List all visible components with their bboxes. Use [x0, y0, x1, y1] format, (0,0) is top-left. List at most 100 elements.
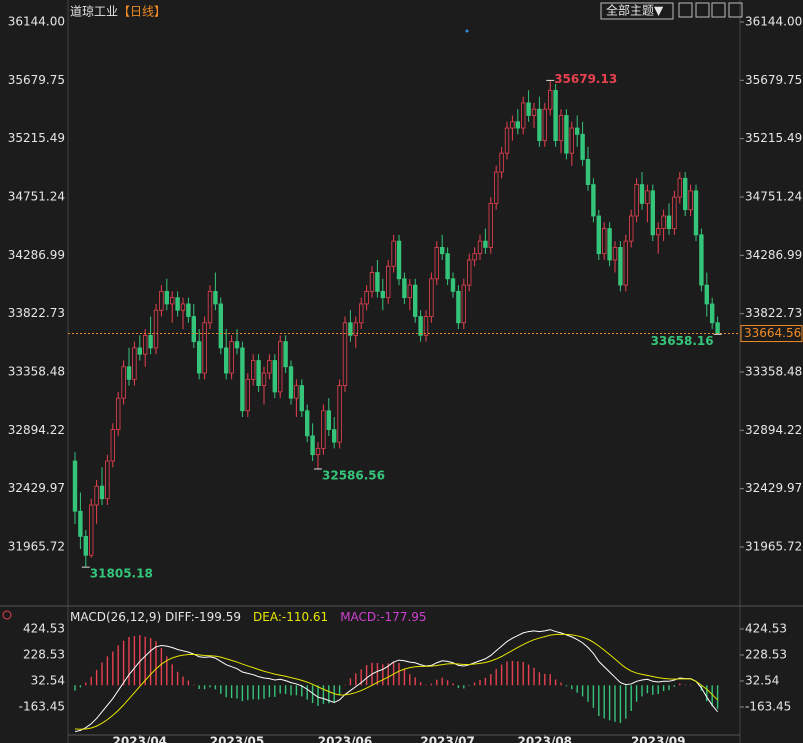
- candle: [710, 297, 715, 330]
- candle-body: [564, 115, 569, 154]
- y-tick-label-left: 424.53: [23, 621, 65, 635]
- candle: [483, 228, 488, 254]
- candle-body: [548, 89, 553, 110]
- y-tick-label: 35215.49: [745, 131, 802, 145]
- candle: [331, 417, 337, 449]
- candle: [218, 297, 223, 355]
- y-tick-label-left: 34751.24: [8, 189, 65, 203]
- candle-body: [116, 397, 121, 430]
- candle-body: [218, 303, 223, 349]
- candle-body: [353, 322, 358, 336]
- candle: [580, 121, 585, 166]
- candle: [412, 278, 418, 323]
- tool-button[interactable]: [711, 2, 726, 18]
- extreme-label: 32586.56: [322, 468, 385, 482]
- legend-value: -110.61: [282, 610, 328, 624]
- candle-body: [418, 316, 423, 336]
- candle-body: [364, 290, 369, 305]
- candle-body: [202, 322, 207, 374]
- extreme-label: 33658.16: [651, 334, 714, 348]
- candle: [407, 278, 412, 311]
- candle: [461, 278, 466, 330]
- y-tick-label: -163.45: [745, 699, 791, 713]
- candle-body: [337, 385, 342, 443]
- candle: [364, 285, 369, 311]
- candle: [683, 172, 688, 216]
- candle-body: [639, 184, 645, 204]
- candle-body: [472, 253, 477, 261]
- candle: [213, 272, 218, 311]
- candle: [466, 253, 472, 292]
- candle: [456, 285, 461, 330]
- y-tick-label: 35679.75: [745, 73, 802, 87]
- candle-body: [277, 341, 283, 393]
- candle-body: [310, 435, 315, 456]
- y-tick-label: 32.54: [745, 673, 779, 687]
- candle-body: [542, 108, 547, 142]
- candle: [531, 102, 537, 129]
- candle: [191, 303, 196, 348]
- candle-body: [607, 228, 612, 261]
- candle: [661, 209, 666, 242]
- candle-body: [645, 190, 650, 204]
- candle: [380, 278, 385, 311]
- legend-name: DIFF:: [165, 610, 195, 624]
- y-tick-label-left: -163.45: [19, 699, 65, 713]
- candle-body: [445, 253, 450, 280]
- candle-body: [569, 127, 574, 154]
- extreme-label: 31805.18: [90, 567, 153, 581]
- candle-body: [94, 485, 99, 506]
- theme-button[interactable]: [600, 2, 674, 20]
- candle: [396, 234, 402, 286]
- tool-button[interactable]: [695, 2, 710, 18]
- candle-body: [412, 284, 418, 317]
- y-tick-label-left: 33358.48: [8, 364, 65, 378]
- y-tick-label: 32429.97: [745, 481, 802, 495]
- candle-body: [283, 341, 288, 368]
- candle: [164, 278, 169, 311]
- candle: [250, 354, 256, 386]
- tool-button[interactable]: [728, 2, 743, 18]
- candle: [375, 259, 380, 298]
- candle: [677, 172, 682, 204]
- candle: [99, 467, 105, 505]
- candle-body: [78, 510, 83, 537]
- candle-body: [488, 203, 493, 248]
- candle-body: [580, 133, 585, 160]
- theme-button-label[interactable]: 全部主题▼: [606, 3, 664, 18]
- candle-body: [461, 284, 466, 324]
- legend-value: -177.95: [380, 610, 426, 624]
- candle-body: [477, 240, 483, 255]
- candle-body: [666, 215, 672, 229]
- tool-button[interactable]: [678, 2, 693, 18]
- candle-body: [321, 410, 326, 449]
- candle: [688, 184, 693, 216]
- x-tick-label: 2023/07: [420, 735, 474, 743]
- candle: [358, 297, 364, 330]
- candle-body: [612, 247, 618, 261]
- candle-body: [72, 460, 78, 512]
- candle: [450, 272, 456, 298]
- y-tick-label-left: 35679.75: [8, 73, 65, 87]
- y-tick-label: 34286.99: [745, 248, 802, 262]
- candle: [277, 335, 283, 399]
- candle: [83, 530, 88, 568]
- candle: [699, 228, 704, 292]
- candle: [537, 96, 542, 147]
- candle-body: [223, 347, 229, 374]
- candle-body: [375, 272, 380, 292]
- candle-body: [661, 215, 666, 229]
- candle-body: [213, 290, 218, 305]
- candle-body: [596, 215, 601, 255]
- candle-body: [704, 284, 709, 305]
- candle-body: [196, 341, 202, 374]
- candle-body: [515, 121, 520, 129]
- candle: [294, 379, 299, 418]
- candle: [602, 222, 607, 260]
- candle: [337, 379, 342, 449]
- candle: [159, 285, 164, 317]
- candle-body: [272, 360, 277, 393]
- candle: [645, 184, 650, 223]
- candle-body: [267, 360, 272, 374]
- candle: [704, 272, 709, 317]
